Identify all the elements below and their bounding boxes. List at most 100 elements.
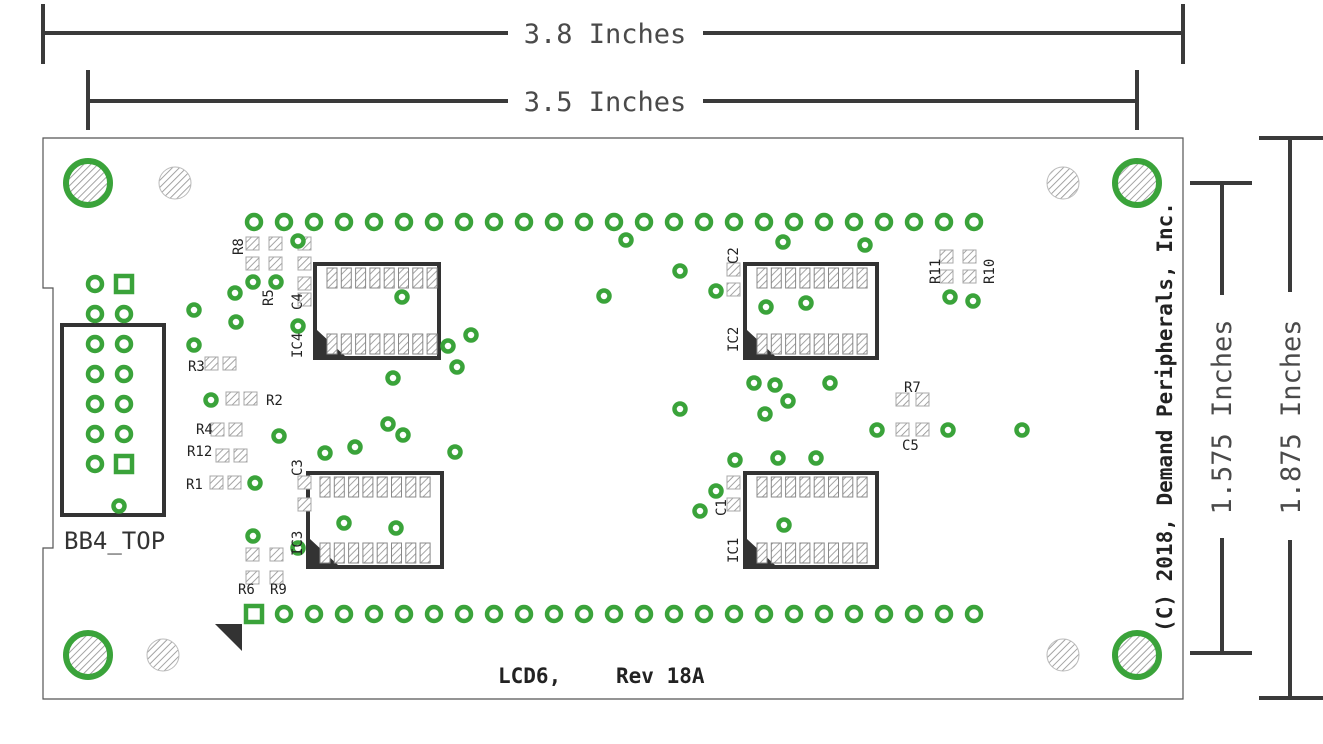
connector-pin	[85, 304, 105, 324]
ic-pad	[376, 476, 388, 498]
via	[186, 302, 202, 318]
smd-pad	[204, 356, 219, 371]
ic-pad	[756, 476, 768, 498]
connector-pin	[114, 394, 134, 414]
nonplated-hole	[158, 166, 192, 200]
ic-pad	[785, 267, 797, 289]
header-pin	[364, 604, 384, 624]
ic-pad	[756, 333, 768, 355]
via	[798, 295, 814, 311]
ic-outline	[743, 262, 879, 360]
smd-pad	[297, 292, 312, 307]
header-pin	[754, 212, 774, 232]
mounting-hole-top-left	[63, 158, 113, 208]
ic-pad	[799, 542, 811, 564]
ic-pad	[369, 267, 381, 289]
via	[186, 337, 202, 353]
ic-pad	[398, 333, 409, 355]
board-name: LCD6,	[498, 664, 561, 688]
mounting-hole-bottom-right	[1112, 630, 1162, 680]
via	[385, 370, 401, 386]
dimension-width-outer	[41, 4, 1185, 64]
smd-pad	[245, 547, 260, 562]
smd-pad	[215, 448, 230, 463]
smd-pad	[297, 276, 312, 291]
header-pin	[304, 604, 324, 624]
via	[780, 393, 796, 409]
ic-pad	[770, 542, 782, 564]
via	[380, 416, 396, 432]
header-pin	[694, 604, 714, 624]
via	[708, 483, 724, 499]
ref-ic2: IC2	[726, 327, 742, 352]
smd-pad	[915, 422, 930, 437]
ic2	[743, 262, 879, 360]
pin1-marker	[215, 624, 242, 651]
dimension-height-outer-label: 1.875 Inches	[1276, 319, 1307, 514]
smd-pad	[297, 475, 312, 490]
header-pin	[334, 604, 354, 624]
connector-pin-1	[113, 273, 135, 295]
smd-pad	[268, 256, 283, 271]
smd-pad	[915, 392, 930, 407]
header-pin	[874, 212, 894, 232]
header-pin	[754, 604, 774, 624]
smd-pad	[726, 475, 741, 490]
header-pin	[274, 604, 294, 624]
header-pin	[454, 212, 474, 232]
ic-pad	[813, 333, 825, 355]
via	[758, 299, 774, 315]
via	[227, 285, 243, 301]
smd-pad	[243, 391, 258, 406]
reference-designators: IC4 IC2 IC3 IC1 C4 C2 C3 C1 C5 R8 R5 R3 …	[186, 238, 998, 598]
smd-pad	[726, 497, 741, 512]
ic-pad	[785, 542, 797, 564]
header-pin	[904, 604, 924, 624]
smd-pad	[228, 422, 243, 437]
ic-pad	[398, 267, 409, 289]
smd-pad	[209, 475, 224, 490]
connector-pin	[85, 274, 105, 294]
ic-pad	[756, 267, 768, 289]
mounting-hole-bottom-left	[63, 630, 113, 680]
via	[708, 283, 724, 299]
header-pin	[274, 212, 294, 232]
ic1	[743, 471, 879, 569]
ic-pad	[340, 267, 352, 289]
smd-pad	[268, 236, 283, 251]
mounting-hole-top-right	[1112, 158, 1162, 208]
ic-pad	[405, 542, 417, 564]
ic-pad	[319, 542, 331, 564]
smd-pad	[297, 497, 312, 512]
connector-pin	[114, 304, 134, 324]
header-pin	[514, 212, 534, 232]
smd-pad	[962, 269, 977, 284]
ic-pad	[376, 542, 388, 564]
ref-r3: R3	[188, 359, 205, 375]
ic-pad	[856, 267, 868, 289]
header-row-bottom	[243, 603, 984, 625]
ref-ic4: IC4	[290, 333, 306, 358]
connector-pin-1	[113, 453, 135, 475]
ic-pad	[842, 333, 854, 355]
header-pin	[694, 212, 714, 232]
smd-pad	[245, 236, 260, 251]
header-pin	[724, 604, 744, 624]
connector-pin	[85, 364, 105, 384]
ic-pad	[856, 542, 868, 564]
board-outline	[42, 137, 1184, 700]
ic-pad	[391, 476, 402, 498]
header-pin	[334, 212, 354, 232]
dimension-width-outer-label: 3.8 Inches	[524, 19, 687, 50]
via	[245, 528, 261, 544]
connector-pin	[114, 364, 134, 384]
via	[692, 503, 708, 519]
via	[347, 439, 363, 455]
via	[290, 318, 306, 334]
ref-c3: C3	[290, 459, 306, 476]
header-pin	[544, 212, 564, 232]
smd-pad	[939, 269, 954, 284]
dimension-width-inner-label: 3.5 Inches	[524, 87, 687, 118]
smd-pads	[204, 236, 977, 585]
ref-r2: R2	[266, 393, 283, 409]
